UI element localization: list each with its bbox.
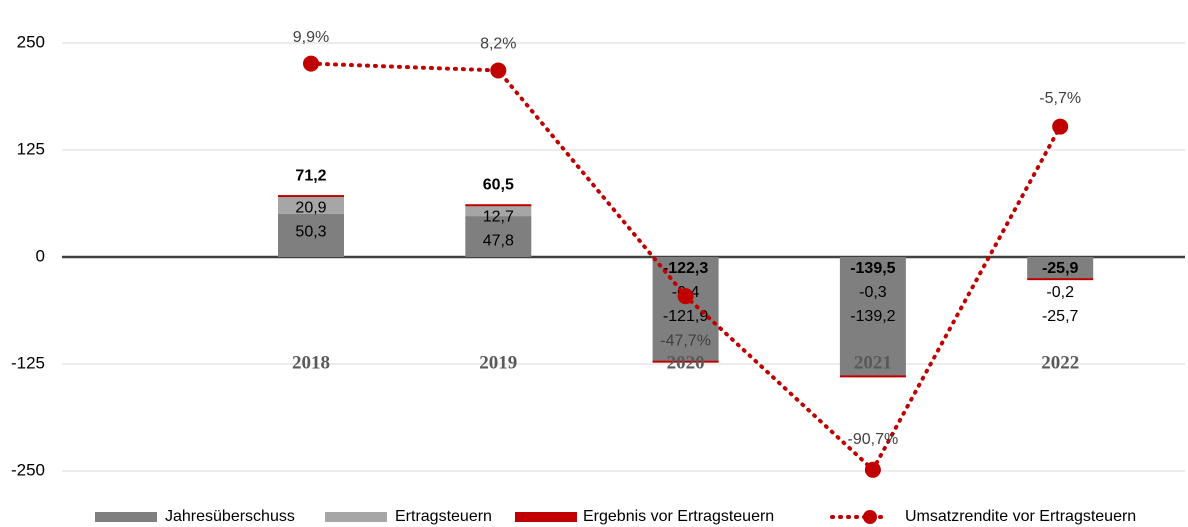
- value-label: 20,9: [295, 199, 326, 216]
- total-marker: [1027, 278, 1094, 281]
- legend-swatch: [515, 512, 577, 522]
- total-marker: [465, 204, 532, 207]
- legend-swatch: [863, 510, 877, 524]
- bar-segment: [839, 257, 906, 377]
- y-tick-label: -250: [11, 460, 45, 479]
- bar-segment: [652, 257, 719, 362]
- total-marker: [278, 195, 344, 198]
- category-label: 2018: [292, 352, 330, 373]
- line-label: -5,7%: [1039, 90, 1081, 107]
- value-label: -139,2: [850, 308, 895, 325]
- bar-segment: [1027, 257, 1094, 279]
- line-label: 9,9%: [293, 29, 329, 46]
- value-label: -0,2: [1046, 284, 1074, 301]
- bar-segment: [278, 213, 344, 257]
- total-marker: [839, 375, 906, 378]
- value-label: 60,5: [483, 176, 514, 193]
- bar-segment: [465, 216, 532, 257]
- value-label: -0,3: [859, 284, 887, 301]
- bar-segment: [465, 205, 532, 217]
- category-label: 2022: [1041, 352, 1079, 373]
- legend-swatch: [95, 512, 157, 522]
- line-point: [1052, 118, 1069, 135]
- value-label: -121,9: [663, 308, 708, 325]
- y-tick-label: 0: [36, 246, 45, 265]
- value-label: -122,3: [663, 260, 708, 277]
- line-label: -90,7%: [848, 431, 899, 448]
- category-label: 2021: [854, 352, 892, 373]
- line-point: [864, 461, 881, 478]
- value-label: 47,8: [483, 232, 514, 249]
- value-label: -25,7: [1042, 308, 1079, 325]
- line-label: 8,2%: [480, 36, 516, 53]
- line-point: [490, 62, 507, 79]
- bar-segment: [278, 196, 344, 214]
- legend-label: Umsatzrendite vor Ertragsteuern: [905, 508, 1136, 525]
- legend-swatch: [325, 512, 387, 522]
- value-label: 12,7: [483, 208, 514, 225]
- value-label: -139,5: [850, 260, 895, 277]
- line-point: [677, 288, 694, 305]
- line-label: -47,7%: [660, 332, 711, 349]
- legend-label: Ergebnis vor Ertragsteuern: [583, 508, 774, 525]
- value-label: -25,9: [1042, 260, 1079, 277]
- value-label: 50,3: [295, 223, 326, 240]
- category-label: 2020: [667, 352, 705, 373]
- value-label: 71,2: [295, 167, 326, 184]
- legend-label: Ertragsteuern: [395, 508, 492, 525]
- y-tick-label: 250: [17, 32, 45, 51]
- y-tick-label: 125: [17, 139, 45, 158]
- legend-label: Jahresüberschuss: [165, 508, 295, 525]
- y-tick-label: -125: [11, 353, 45, 372]
- category-label: 2019: [479, 352, 517, 373]
- line-point: [303, 55, 319, 72]
- total-marker: [652, 360, 719, 363]
